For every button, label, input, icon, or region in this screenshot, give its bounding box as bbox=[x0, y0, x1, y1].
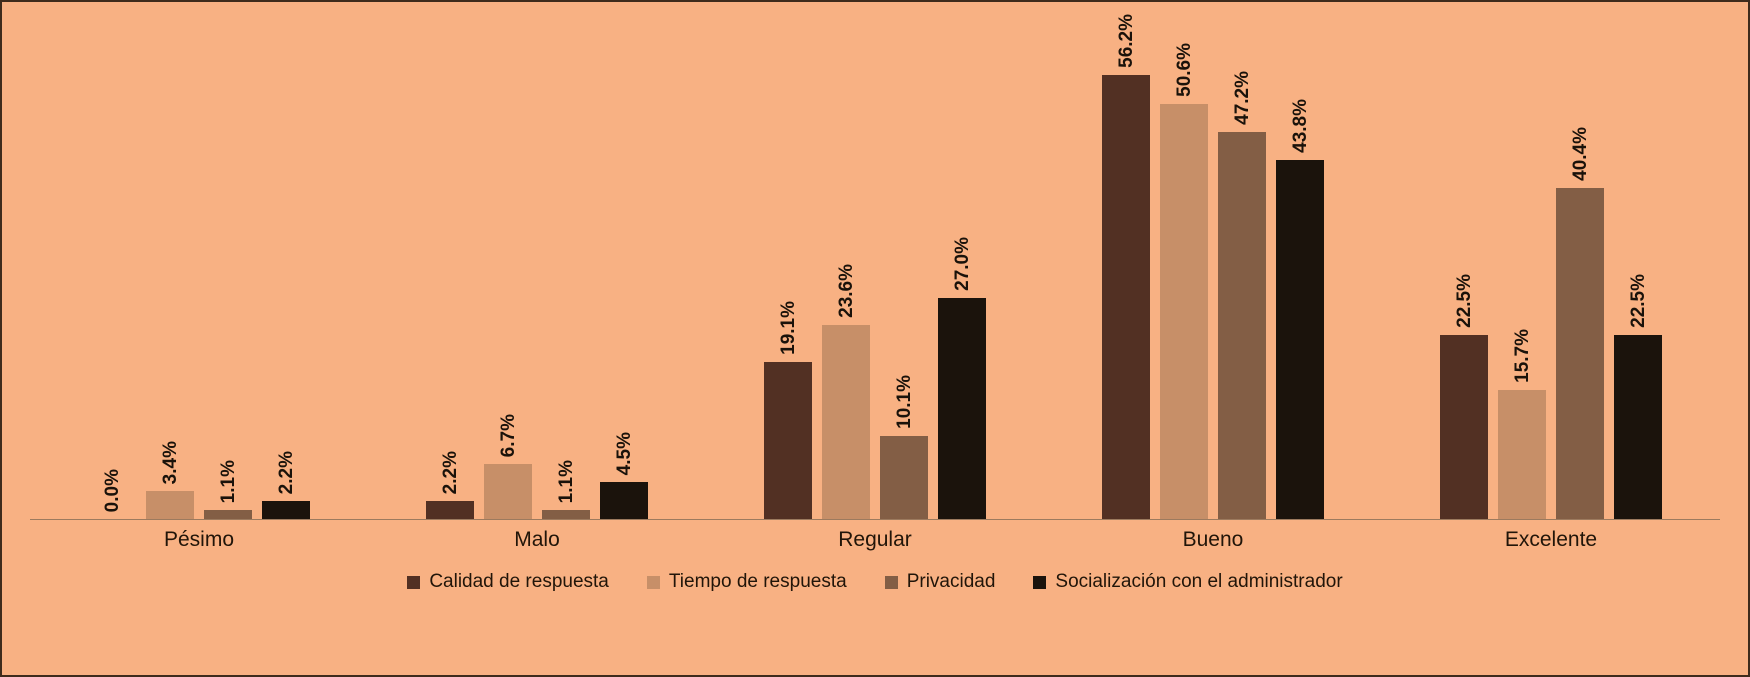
category-label: Pésimo bbox=[163, 528, 235, 551]
legend-label: Calidad de respuesta bbox=[429, 571, 609, 592]
bar-group: 19.1% 23.6% 10.1% 27.0% bbox=[706, 14, 1044, 519]
bar-with-label: 0.0% bbox=[88, 14, 136, 519]
bar-value-label: 22.5% bbox=[1453, 274, 1475, 328]
bar-value-label: 10.1% bbox=[893, 375, 915, 429]
legend-item: Tiempo de respuesta bbox=[646, 571, 847, 593]
bar-with-label: 1.1% bbox=[204, 14, 252, 519]
legend: Calidad de respuesta Tiempo de respuesta P… bbox=[2, 560, 1748, 604]
legend-label: Tiempo de respuesta bbox=[668, 571, 847, 592]
category-label: Malo bbox=[514, 528, 560, 551]
bar-value-label: 2.2% bbox=[275, 450, 297, 494]
bar bbox=[262, 501, 310, 519]
bar-value-label: 2.2% bbox=[439, 450, 461, 494]
bar bbox=[1218, 132, 1266, 519]
bar bbox=[880, 436, 928, 519]
bar-value-label: 19.1% bbox=[777, 301, 799, 355]
bar-with-label: 27.0% bbox=[938, 14, 986, 519]
bar-with-label: 2.2% bbox=[426, 14, 474, 519]
bar bbox=[204, 510, 252, 519]
bar bbox=[426, 501, 474, 519]
category-label: Bueno bbox=[1182, 528, 1244, 551]
bar bbox=[938, 298, 986, 519]
bar-with-label: 6.7% bbox=[484, 14, 532, 519]
legend-label: Privacidad bbox=[906, 571, 996, 592]
bar-value-label: 27.0% bbox=[951, 237, 973, 291]
bar bbox=[764, 362, 812, 519]
legend-swatch-icon bbox=[646, 575, 660, 589]
bar-value-label: 6.7% bbox=[497, 413, 519, 457]
bar bbox=[542, 510, 590, 519]
bar bbox=[1102, 74, 1150, 519]
bar-value-label: 40.4% bbox=[1569, 127, 1591, 181]
category-label: Regular bbox=[838, 528, 912, 551]
bar-with-label: 4.5% bbox=[600, 14, 648, 519]
bar-with-label: 19.1% bbox=[764, 14, 812, 519]
bar bbox=[484, 464, 532, 519]
bar bbox=[1160, 104, 1208, 519]
legend-label: Socialización con el administrador bbox=[1055, 571, 1343, 592]
legend-swatch-icon bbox=[1033, 575, 1047, 589]
bar-with-label: 43.8% bbox=[1276, 14, 1324, 519]
bar bbox=[1614, 335, 1662, 519]
bar bbox=[822, 325, 870, 519]
bar bbox=[600, 482, 648, 519]
bar-with-label: 10.1% bbox=[880, 14, 928, 519]
bar-value-label: 47.2% bbox=[1231, 71, 1253, 125]
bar-value-label: 15.7% bbox=[1511, 329, 1533, 383]
bar-value-label: 1.1% bbox=[555, 459, 577, 503]
bar-with-label: 15.7% bbox=[1498, 14, 1546, 519]
bar-value-label: 22.5% bbox=[1627, 274, 1649, 328]
bar-with-label: 23.6% bbox=[822, 14, 870, 519]
bar-with-label: 40.4% bbox=[1556, 14, 1604, 519]
bar-value-label: 0.0% bbox=[101, 468, 123, 512]
bar-value-label: 1.1% bbox=[217, 459, 239, 503]
plot-area: 0.0% 3.4% 1.1% 2.2% 2.2% 6.7% 1.1% 4.5% 19.1% 23.… bbox=[30, 14, 1720, 520]
bar-with-label: 1.1% bbox=[542, 14, 590, 519]
bar-with-label: 22.5% bbox=[1440, 14, 1488, 519]
bar bbox=[1556, 188, 1604, 519]
bar-with-label: 2.2% bbox=[262, 14, 310, 519]
bar bbox=[1498, 390, 1546, 519]
category-label: Excelente bbox=[1504, 528, 1598, 551]
bar-value-label: 4.5% bbox=[613, 431, 635, 475]
bar-group: 2.2% 6.7% 1.1% 4.5% bbox=[368, 14, 706, 519]
bar-group: 56.2% 50.6% 47.2% 43.8% bbox=[1044, 14, 1382, 519]
bar-group: 0.0% 3.4% 1.1% 2.2% bbox=[30, 14, 368, 519]
bar bbox=[1276, 160, 1324, 519]
bar-with-label: 22.5% bbox=[1614, 14, 1662, 519]
bar bbox=[1440, 335, 1488, 519]
legend-item: Calidad de respuesta bbox=[407, 571, 609, 593]
bar-with-label: 50.6% bbox=[1160, 14, 1208, 519]
legend-swatch-icon bbox=[407, 575, 421, 589]
legend-swatch-icon bbox=[884, 575, 898, 589]
bar-with-label: 3.4% bbox=[146, 14, 194, 519]
bar-value-label: 3.4% bbox=[159, 440, 181, 484]
bar-with-label: 56.2% bbox=[1102, 14, 1150, 519]
bar-value-label: 43.8% bbox=[1289, 99, 1311, 153]
bar-value-label: 50.6% bbox=[1173, 43, 1195, 97]
bar-group: 22.5% 15.7% 40.4% 22.5% bbox=[1382, 14, 1720, 519]
bar-with-label: 47.2% bbox=[1218, 14, 1266, 519]
bar-value-label: 56.2% bbox=[1115, 14, 1137, 68]
x-axis-labels: Pésimo Malo Regular Bueno Excelente bbox=[30, 520, 1720, 560]
legend-item: Privacidad bbox=[884, 571, 996, 593]
bar-value-label: 23.6% bbox=[835, 264, 857, 318]
bar bbox=[146, 491, 194, 519]
legend-item: Socialización con el administrador bbox=[1033, 571, 1343, 593]
